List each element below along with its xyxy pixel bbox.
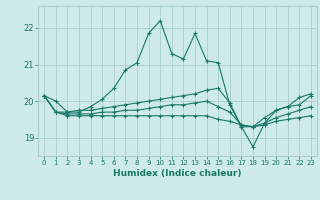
X-axis label: Humidex (Indice chaleur): Humidex (Indice chaleur) bbox=[113, 169, 242, 178]
